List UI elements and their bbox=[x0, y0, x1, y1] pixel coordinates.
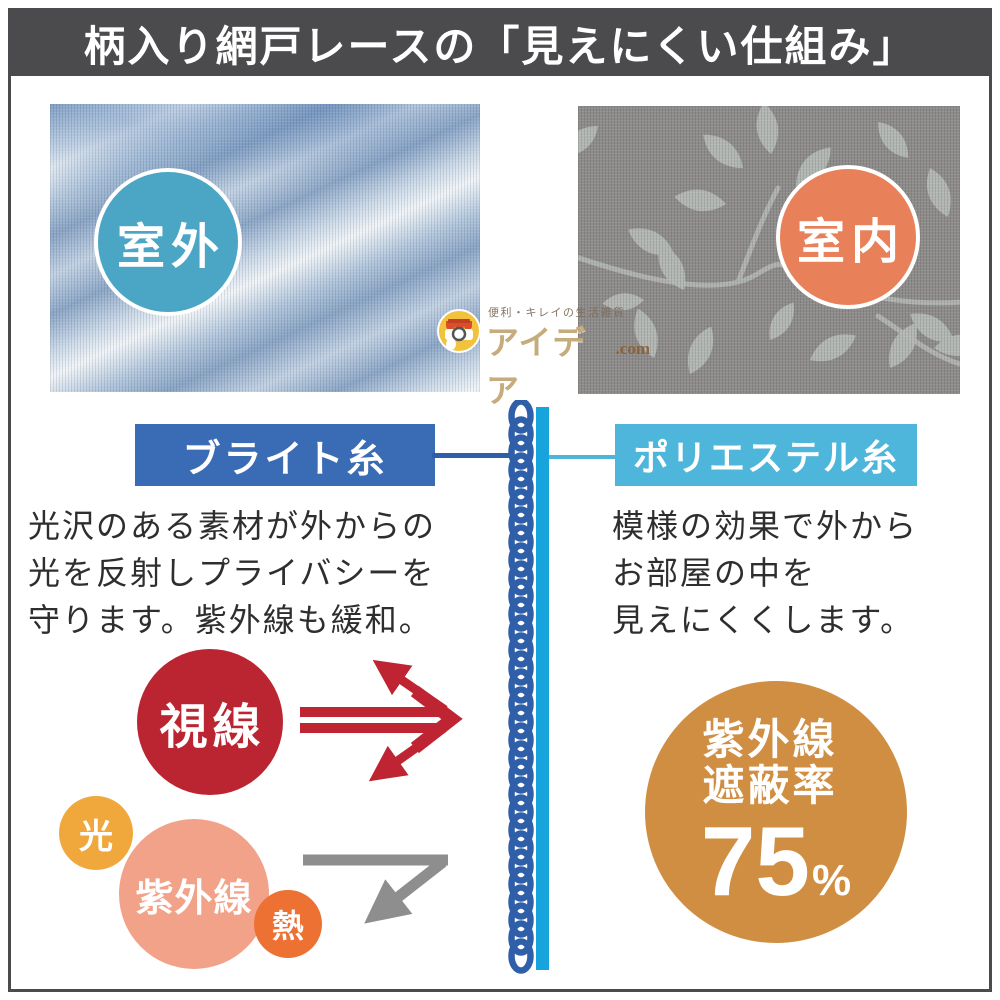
heat-bubble: 熱 bbox=[254, 890, 322, 958]
uv-label: 紫外線 bbox=[135, 877, 253, 920]
light-label: 光 bbox=[79, 817, 113, 856]
inside-description-line: 模様の効果で外から bbox=[612, 508, 919, 544]
watermark-suffix: .com bbox=[615, 339, 650, 358]
chain-thread bbox=[508, 400, 534, 974]
page-title: 柄入り網戸レースの「見えにくい仕組み」 bbox=[83, 23, 917, 70]
watermark-brand-row: アイデア .com bbox=[486, 316, 650, 412]
light-bubble: 光 bbox=[59, 796, 133, 870]
uv-badge-unit: % bbox=[811, 856, 852, 905]
indoor-label: 室内 bbox=[796, 216, 905, 269]
deflect-arrow-icon bbox=[303, 854, 448, 924]
outdoor-label: 室外 bbox=[116, 221, 225, 274]
bright-thread-label: ブライト糸 bbox=[182, 438, 388, 481]
outside-description-line: 光沢のある素材が外からの bbox=[28, 508, 437, 544]
indoor-label-circle: 室内 bbox=[776, 165, 920, 309]
outdoor-label-circle: 室外 bbox=[94, 168, 242, 316]
outside-description-line: 光を反射しプライバシーを bbox=[28, 555, 436, 591]
inside-description-line: お部屋の中を bbox=[612, 555, 817, 591]
uv-bubble: 紫外線 bbox=[119, 819, 269, 969]
uv-shielding-badge: 紫外線 遮蔽率 75 % bbox=[645, 681, 907, 943]
chain-thread-loops bbox=[508, 400, 534, 974]
reflect-arrow-icon bbox=[300, 659, 463, 782]
watermark-brand: アイデア bbox=[486, 324, 587, 409]
shop-camera-badge-icon bbox=[437, 309, 481, 353]
outside-description: 光沢のある素材が外からの 光を反射しプライバシーを 守ります。紫外線も緩和。 bbox=[28, 503, 498, 644]
uv-badge-line1: 紫外線 bbox=[702, 716, 838, 763]
uv-badge-line2: 遮蔽率 bbox=[702, 762, 838, 809]
heat-label: 熱 bbox=[271, 908, 304, 944]
bright-thread-connector-line bbox=[432, 453, 510, 458]
polyester-thread-connector-line bbox=[542, 455, 618, 459]
outdoor-fabric-photo bbox=[50, 104, 480, 392]
inside-description-line: 見えにくくします。 bbox=[612, 602, 915, 638]
polyester-thread-label: ポリエステル糸 bbox=[632, 437, 899, 478]
inside-description: 模様の効果で外から お部屋の中を 見えにくくします。 bbox=[612, 503, 987, 644]
polyester-thread-label-box: ポリエステル糸 bbox=[615, 424, 917, 486]
bright-thread-label-box: ブライト糸 bbox=[135, 424, 435, 486]
gaze-label: 視線 bbox=[159, 701, 266, 754]
uv-badge-value: 75 bbox=[700, 806, 810, 916]
site-watermark: 便利・キレイの生活雑貨 アイデア .com bbox=[436, 304, 650, 409]
watermark-tagline: 便利・キレイの生活雑貨 bbox=[488, 307, 626, 319]
uv-badge-value-row: 75 % bbox=[645, 811, 907, 911]
title-banner: 柄入り網戸レースの「見えにくい仕組み」 bbox=[11, 11, 989, 76]
straight-thread bbox=[536, 407, 549, 970]
outside-description-line: 守ります。紫外線も緩和。 bbox=[28, 602, 433, 638]
gaze-bubble: 視線 bbox=[137, 649, 283, 795]
